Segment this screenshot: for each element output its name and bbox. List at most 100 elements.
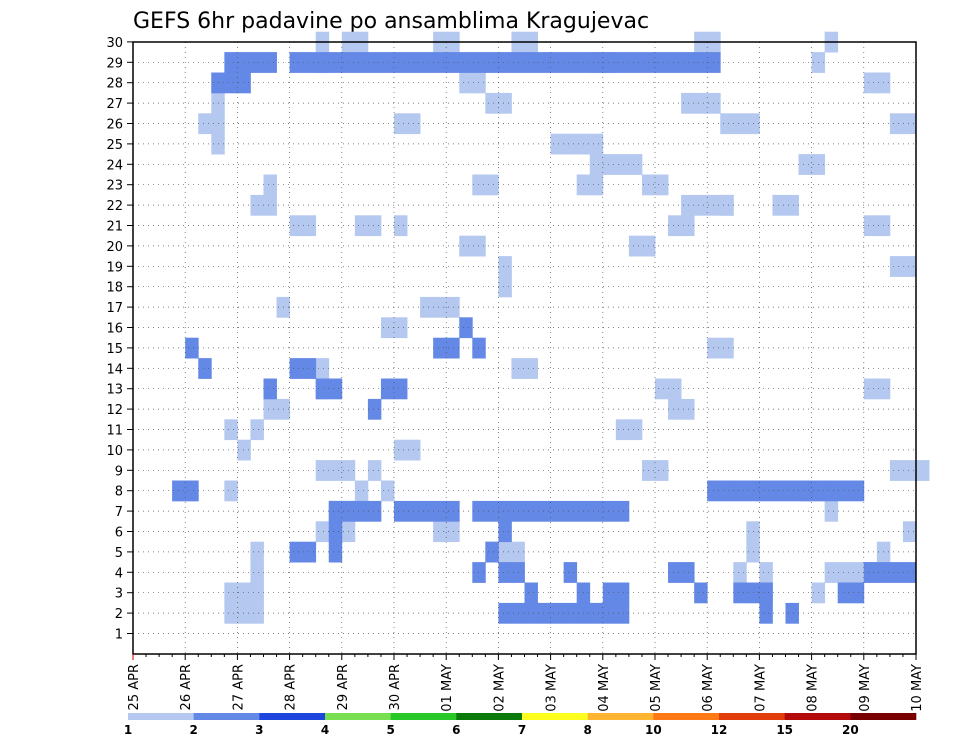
heatmap-cell bbox=[433, 337, 447, 359]
y-tick-label: 24 bbox=[106, 158, 123, 173]
heatmap-cell bbox=[420, 500, 434, 522]
y-tick-label: 7 bbox=[115, 505, 123, 520]
y-tick-label: 13 bbox=[106, 383, 123, 398]
heatmap-cell bbox=[498, 256, 512, 277]
chart-title: GEFS 6hr padavine po ansamblima Kragujev… bbox=[133, 9, 649, 34]
x-tick-label: 02 MAY bbox=[492, 664, 507, 712]
heatmap-cell bbox=[328, 460, 343, 481]
heatmap-cell bbox=[720, 337, 734, 359]
heatmap-cell bbox=[863, 215, 878, 237]
heatmap-cell bbox=[289, 215, 304, 237]
y-tick-label: 3 bbox=[115, 587, 123, 602]
heatmap-cell bbox=[237, 602, 251, 624]
heatmap-cell bbox=[367, 52, 382, 73]
heatmap-cell bbox=[602, 582, 617, 604]
heatmap-cell bbox=[472, 500, 486, 522]
heatmap-cell bbox=[615, 602, 630, 624]
y-tick-label: 18 bbox=[106, 281, 123, 296]
heatmap-cell bbox=[902, 460, 917, 481]
heatmap-cell bbox=[655, 378, 669, 400]
heatmap-cell bbox=[224, 52, 238, 73]
heatmap-cell bbox=[615, 154, 630, 175]
heatmap-cell bbox=[394, 500, 408, 522]
heatmap-cell bbox=[224, 72, 238, 94]
heatmap-cell bbox=[354, 480, 369, 502]
heatmap-cell bbox=[889, 562, 904, 583]
heatmap-cell bbox=[380, 378, 395, 400]
heatmap-cell bbox=[589, 174, 604, 196]
y-tick-label: 19 bbox=[106, 260, 123, 275]
colorbar-swatch bbox=[325, 713, 391, 720]
heatmap-cell bbox=[315, 460, 330, 481]
colorbar-label: 7 bbox=[518, 723, 526, 737]
colorbar-label: 3 bbox=[255, 723, 263, 737]
heatmap-cell bbox=[668, 52, 682, 73]
x-axis-ticks: 25 APR 26 APR 27 APR 28 APR 29 APR 30 APR 01 M… bbox=[127, 654, 925, 712]
heatmap-cell bbox=[563, 562, 578, 583]
colorbar-swatch bbox=[784, 713, 851, 720]
heatmap-cell bbox=[524, 602, 538, 624]
y-tick-label: 26 bbox=[106, 118, 123, 133]
y-tick-label: 23 bbox=[106, 179, 123, 194]
heatmap-cell bbox=[237, 439, 251, 461]
y-tick-label: 4 bbox=[115, 566, 123, 581]
heatmap-cell bbox=[302, 52, 317, 73]
x-tick-label: 08 MAY bbox=[806, 664, 821, 712]
heatmap-cell bbox=[433, 52, 447, 73]
heatmap-cell bbox=[380, 317, 395, 339]
heatmap-cell bbox=[394, 215, 408, 237]
heatmap-cell bbox=[655, 174, 669, 196]
heatmap-cell bbox=[328, 521, 343, 543]
heatmap-cell bbox=[498, 602, 512, 624]
heatmap-cell bbox=[263, 378, 277, 400]
heatmap-cell bbox=[681, 52, 695, 73]
heatmap-cell bbox=[916, 460, 930, 481]
heatmap-cell bbox=[720, 480, 734, 502]
heatmap-cell bbox=[668, 215, 682, 237]
heatmap-cell bbox=[863, 72, 878, 94]
heatmap-cell bbox=[472, 52, 486, 73]
heatmap-cell bbox=[759, 602, 773, 624]
colorbar-swatch bbox=[522, 713, 588, 720]
heatmap-cell bbox=[498, 541, 512, 563]
colorbar-swatch bbox=[128, 713, 194, 720]
heatmap-cell bbox=[446, 296, 460, 318]
colorbar-label: 2 bbox=[189, 723, 197, 737]
heatmap-cell bbox=[263, 52, 277, 73]
x-tick-label: 10 MAY bbox=[910, 664, 925, 712]
heatmap-cell bbox=[224, 480, 238, 502]
heatmap-cell bbox=[394, 378, 408, 400]
y-tick-label: 12 bbox=[106, 403, 123, 418]
heatmap-cell bbox=[733, 113, 747, 135]
colorbar-swatch bbox=[390, 713, 457, 720]
heatmap-cell bbox=[354, 52, 369, 73]
x-tick-label: 25 APR bbox=[127, 664, 142, 710]
heatmap-cell bbox=[459, 52, 473, 73]
heatmap-cell bbox=[302, 541, 317, 563]
heatmap-cell bbox=[263, 174, 277, 196]
heatmap-cell bbox=[485, 541, 499, 563]
heatmap-cell bbox=[524, 52, 538, 73]
heatmap-cell bbox=[250, 582, 264, 604]
heatmap-cell bbox=[433, 521, 447, 543]
heatmap-cell bbox=[889, 460, 904, 481]
heatmap-cell bbox=[772, 194, 786, 216]
heatmap-cell bbox=[459, 72, 473, 94]
heatmap-cell bbox=[459, 235, 473, 257]
heatmap-cell bbox=[785, 480, 799, 502]
heatmap-cell bbox=[628, 419, 643, 441]
heatmap-cell bbox=[472, 174, 486, 196]
heatmap-cell bbox=[289, 358, 304, 379]
heatmap-cell bbox=[863, 562, 878, 583]
y-tick-label: 16 bbox=[106, 322, 123, 337]
heatmap-cell bbox=[485, 52, 499, 73]
heatmap-cell bbox=[681, 215, 695, 237]
y-tick-label: 8 bbox=[115, 485, 123, 500]
heatmap-cell bbox=[485, 174, 499, 196]
heatmap-cell bbox=[433, 500, 447, 522]
heatmap-cell bbox=[563, 133, 578, 155]
heatmap-cell bbox=[420, 52, 434, 73]
heatmap-cell bbox=[589, 52, 604, 73]
y-tick-label: 30 bbox=[106, 36, 123, 51]
heatmap-cell bbox=[380, 52, 395, 73]
